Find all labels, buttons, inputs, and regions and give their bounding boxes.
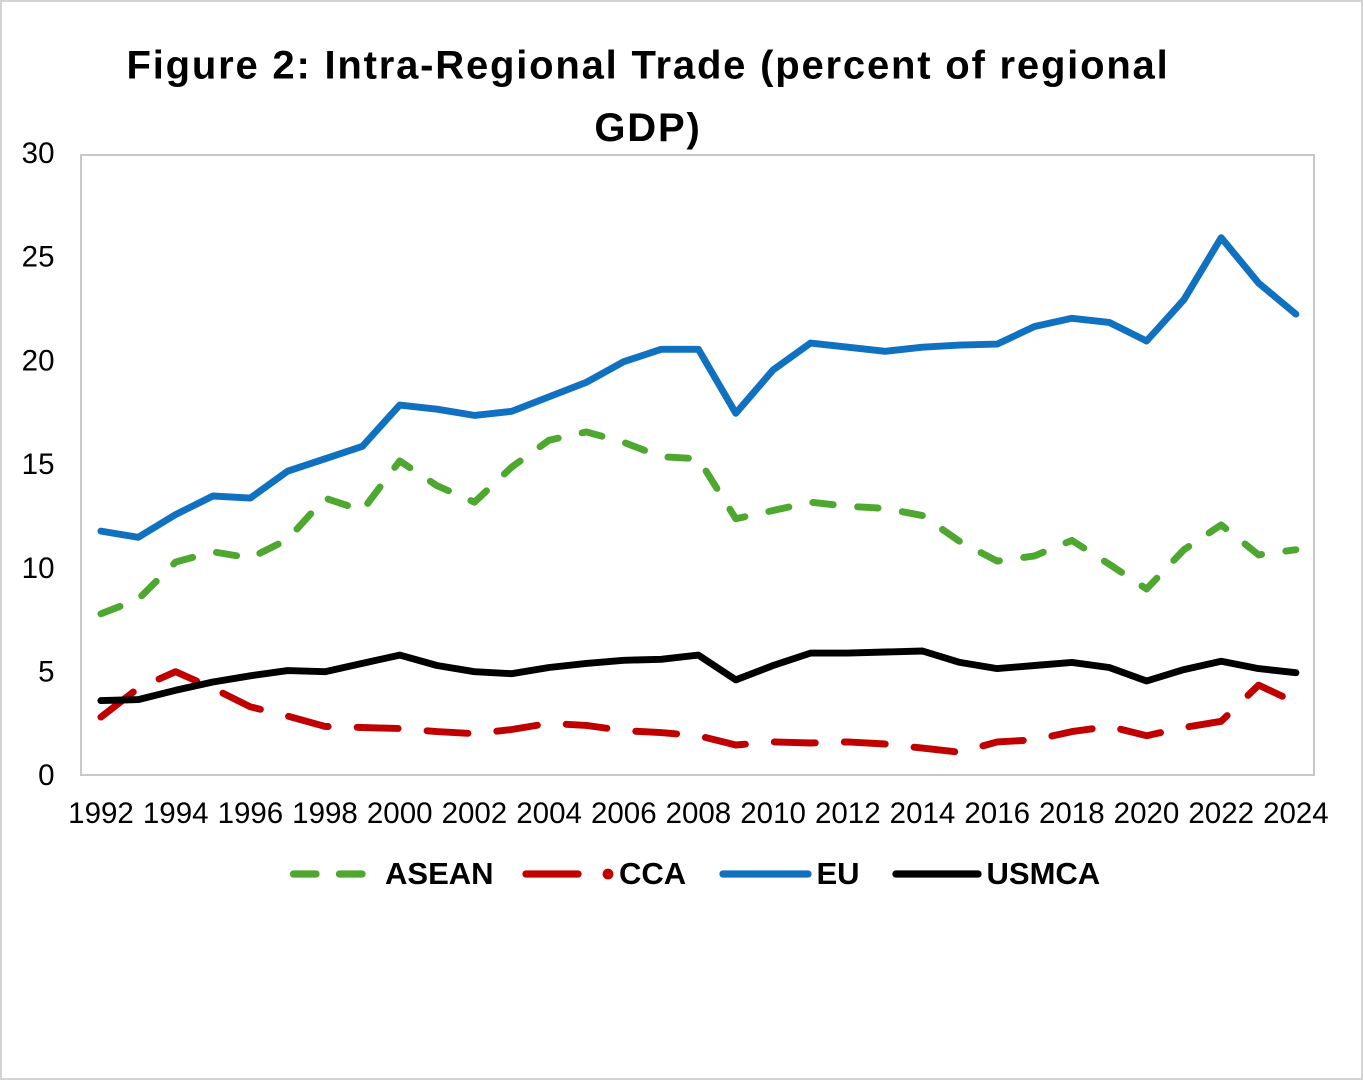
svg-text:2000: 2000: [367, 797, 433, 830]
svg-text:1996: 1996: [218, 797, 284, 830]
svg-text:2022: 2022: [1188, 797, 1254, 830]
svg-text:0: 0: [38, 759, 54, 792]
svg-text:30: 30: [22, 137, 55, 170]
svg-text:2004: 2004: [516, 797, 582, 830]
svg-text:2016: 2016: [964, 797, 1030, 830]
svg-text:GDP): GDP): [594, 106, 701, 150]
svg-text:1998: 1998: [292, 797, 358, 830]
svg-text:2008: 2008: [666, 797, 732, 830]
svg-text:CCA: CCA: [619, 856, 686, 891]
svg-text:2014: 2014: [890, 797, 956, 830]
svg-text:2020: 2020: [1114, 797, 1180, 830]
svg-text:25: 25: [22, 241, 55, 274]
svg-text:2018: 2018: [1039, 797, 1105, 830]
svg-text:2012: 2012: [815, 797, 881, 830]
svg-text:EU: EU: [817, 856, 860, 891]
svg-text:ASEAN: ASEAN: [385, 856, 494, 891]
svg-text:USMCA: USMCA: [987, 856, 1101, 891]
svg-text:Figure 2: Intra-Regional Trade: Figure 2: Intra-Regional Trade (percent …: [126, 44, 1169, 88]
svg-text:2006: 2006: [591, 797, 657, 830]
svg-text:1994: 1994: [143, 797, 209, 830]
svg-text:15: 15: [22, 448, 55, 481]
svg-text:1992: 1992: [68, 797, 134, 830]
svg-text:2024: 2024: [1263, 797, 1329, 830]
svg-text:20: 20: [22, 345, 55, 378]
svg-text:2002: 2002: [442, 797, 508, 830]
svg-text:10: 10: [22, 552, 55, 585]
svg-text:5: 5: [38, 656, 54, 689]
svg-text:2010: 2010: [740, 797, 806, 830]
